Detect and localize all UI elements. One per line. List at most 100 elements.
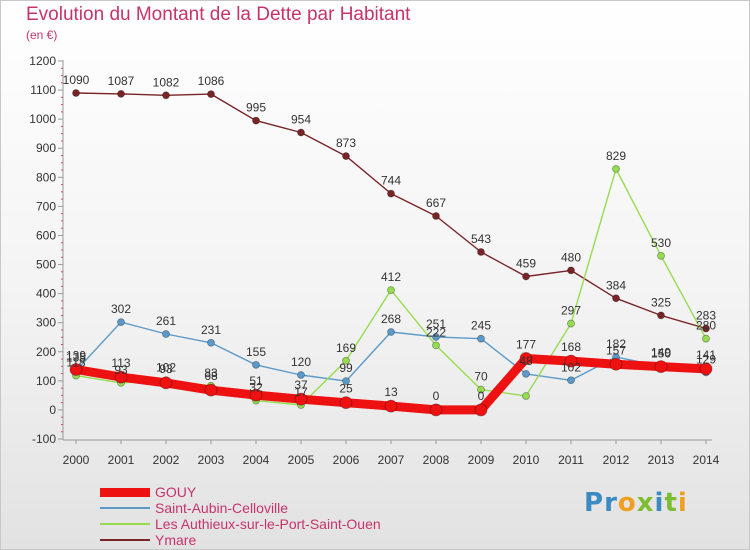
data-point-saint-aubin-celloville — [117, 318, 125, 327]
data-point-gouy — [609, 357, 623, 371]
data-point-les-authieux-sur-le-port-saint-ouen — [702, 334, 710, 343]
data-point-saint-aubin-celloville — [252, 360, 260, 369]
x-tick-label: 2013 — [648, 453, 675, 467]
data-point-gouy — [474, 403, 488, 417]
legend-swatch — [100, 539, 150, 541]
logo-letter: i — [677, 488, 688, 518]
data-label-gouy: 177 — [516, 337, 536, 351]
data-point-ymare — [567, 266, 575, 275]
data-point-ymare — [342, 152, 350, 160]
data-label-saint-aubin-celloville: 302 — [111, 302, 131, 316]
data-label-les-authieux-sur-le-port-saint-ouen: 280 — [696, 319, 716, 333]
y-tick-label: 0 — [49, 403, 56, 417]
legend-label: Les Authieux-sur-le-Port-Saint-Ouen — [155, 516, 381, 532]
x-tick-label: 2010 — [513, 453, 540, 467]
y-tick-label: 1200 — [29, 54, 56, 68]
data-point-ymare — [297, 128, 305, 137]
data-label-gouy: 25 — [339, 382, 353, 396]
data-point-saint-aubin-celloville — [432, 333, 440, 341]
x-tick-label: 2005 — [288, 453, 315, 467]
data-point-gouy — [564, 354, 578, 368]
data-label-ymare: 954 — [291, 113, 311, 127]
data-label-les-authieux-sur-le-port-saint-ouen: 412 — [381, 270, 401, 284]
x-tick-label: 2004 — [243, 453, 270, 467]
data-point-gouy — [69, 363, 83, 376]
data-label-gouy: 93 — [159, 362, 173, 376]
data-point-les-authieux-sur-le-port-saint-ouen — [522, 392, 530, 400]
x-tick-label: 2003 — [198, 453, 225, 467]
logo-letter: P — [584, 488, 605, 518]
data-label-ymare: 459 — [516, 256, 536, 270]
data-label-les-authieux-sur-le-port-saint-ouen: 297 — [561, 304, 581, 318]
data-point-gouy — [699, 362, 713, 376]
data-label-saint-aubin-celloville: 120 — [291, 355, 311, 369]
legend-label: Saint-Aubin-Celloville — [155, 500, 289, 516]
data-label-saint-aubin-celloville: 155 — [246, 345, 266, 359]
data-label-les-authieux-sur-le-port-saint-ouen: 118 — [66, 356, 85, 370]
data-label-gouy: 0 — [433, 389, 440, 403]
data-point-gouy — [159, 376, 173, 390]
data-point-ymare — [387, 189, 395, 198]
data-label-gouy: 141 — [696, 348, 716, 362]
legend-label: Ymare — [155, 532, 197, 548]
data-label-ymare: 744 — [381, 174, 401, 188]
data-label-ymare: 543 — [471, 232, 491, 246]
data-label-saint-aubin-celloville: 99 — [339, 361, 353, 375]
data-label-saint-aubin-celloville: 48 — [519, 354, 533, 368]
x-tick-label: 2012 — [603, 453, 630, 467]
data-point-ymare — [252, 116, 260, 125]
data-label-saint-aubin-celloville: 150 — [651, 346, 671, 360]
legend-swatch — [100, 507, 150, 509]
data-point-saint-aubin-celloville — [297, 371, 305, 379]
data-label-les-authieux-sur-le-port-saint-ouen: 829 — [606, 149, 626, 163]
data-label-gouy: 157 — [606, 343, 626, 357]
data-point-gouy — [654, 360, 668, 373]
data-label-ymare: 995 — [246, 101, 266, 115]
data-label-gouy: 13 — [384, 385, 398, 399]
data-label-gouy: 37 — [294, 378, 308, 392]
data-point-gouy — [114, 370, 128, 384]
data-label-ymare: 1082 — [153, 75, 180, 89]
y-tick-label: 400 — [36, 287, 56, 301]
data-point-gouy — [429, 403, 443, 417]
y-tick-label: 1000 — [29, 112, 56, 126]
x-tick-label: 2008 — [423, 453, 450, 467]
logo-letter: o — [617, 488, 637, 518]
logo-letter: t — [664, 488, 678, 518]
data-point-ymare — [162, 91, 170, 100]
data-label-les-authieux-sur-le-port-saint-ouen: 83 — [204, 366, 218, 380]
data-label-gouy: 168 — [561, 340, 581, 354]
data-point-saint-aubin-celloville — [342, 377, 350, 386]
data-point-saint-aubin-celloville — [207, 338, 215, 347]
y-tick-label: -100 — [32, 432, 56, 446]
x-tick-label: 2011 — [558, 453, 584, 467]
y-tick-label: 1100 — [30, 83, 56, 97]
data-point-ymare — [612, 294, 620, 303]
data-label-ymare: 480 — [561, 250, 581, 264]
data-label-gouy: 149 — [651, 346, 671, 360]
data-point-saint-aubin-celloville — [522, 369, 530, 378]
data-label-gouy: 0 — [478, 389, 485, 403]
data-point-ymare — [702, 324, 710, 333]
data-point-gouy — [204, 383, 218, 397]
data-point-gouy — [339, 396, 353, 410]
data-point-les-authieux-sur-le-port-saint-ouen — [432, 341, 440, 350]
data-label-ymare: 325 — [651, 295, 671, 309]
data-point-ymare — [657, 311, 665, 320]
proxiti-logo: Proxiti — [584, 488, 688, 518]
data-point-les-authieux-sur-le-port-saint-ouen — [612, 164, 620, 173]
data-point-ymare — [477, 248, 485, 256]
data-point-les-authieux-sur-le-port-saint-ouen — [387, 286, 395, 295]
data-point-ymare — [117, 89, 125, 98]
x-tick-label: 2009 — [468, 453, 495, 467]
data-label-ymare: 384 — [606, 278, 626, 292]
data-label-ymare: 1090 — [63, 73, 90, 87]
data-point-gouy — [519, 352, 533, 365]
data-label-les-authieux-sur-le-port-saint-ouen: 102 — [156, 360, 176, 374]
data-point-saint-aubin-celloville — [567, 376, 575, 385]
data-label-saint-aubin-celloville: 182 — [606, 337, 626, 351]
line-chart: -100010020030040050060070080090010001100… — [29, 54, 719, 467]
data-point-saint-aubin-celloville — [387, 328, 395, 336]
data-label-ymare: 667 — [426, 196, 446, 210]
